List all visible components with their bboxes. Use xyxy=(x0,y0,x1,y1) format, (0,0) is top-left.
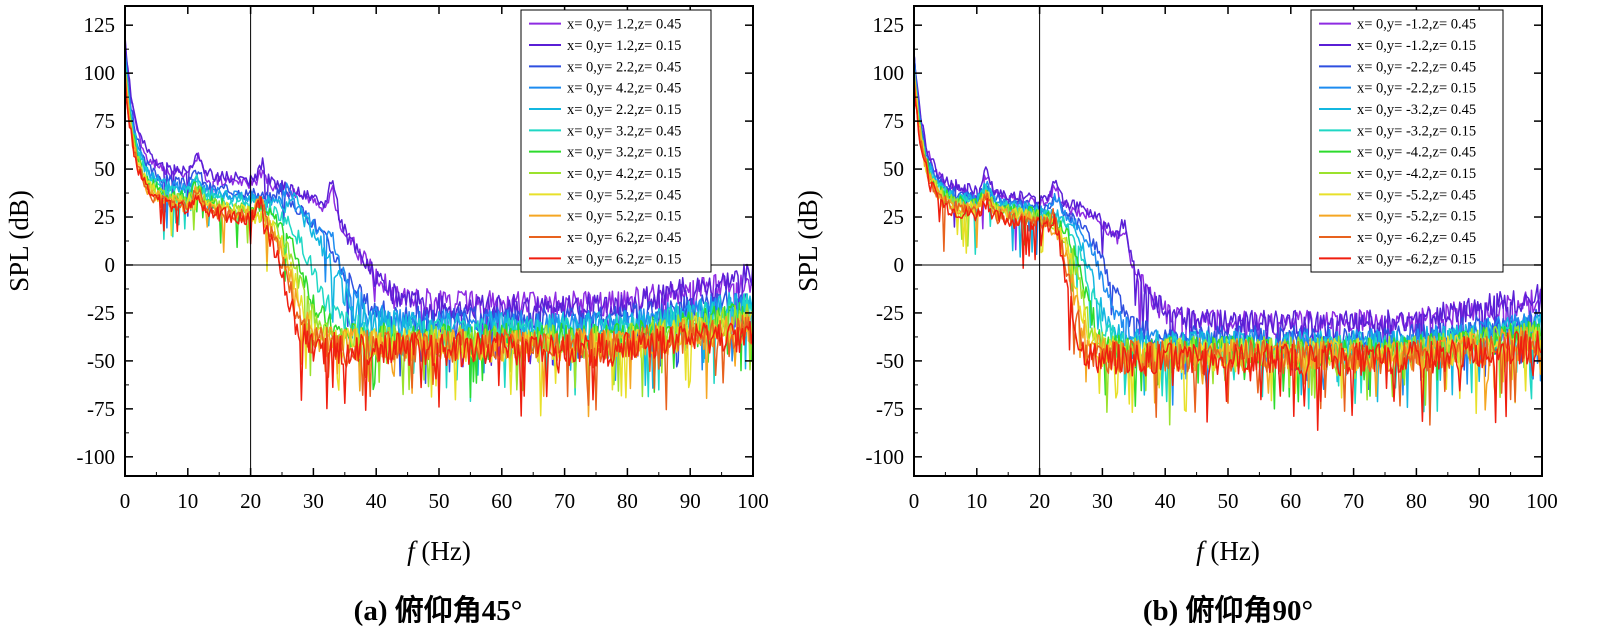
chart-panel-b: 0 10 20 30 40 50 60 70 80 90 100 125 100 75 50 25 0 -25 -5… xyxy=(793,5,1558,627)
x-tick-label: 70 xyxy=(1343,489,1364,513)
legend-entry: x= 0,y= -3.2,z= 0.15 xyxy=(1357,123,1476,139)
series-line-5 xyxy=(125,52,753,389)
chart-panel-a: 0 10 20 30 40 50 60 70 80 90 100 125 100 75 50 25 0 -25 -5… xyxy=(4,5,769,627)
y-tick-label: -25 xyxy=(876,301,904,325)
series-line-11 xyxy=(125,68,753,411)
legend-entry: x= 0,y= 3.2,z= 0.45 xyxy=(567,123,681,139)
series-line-12 xyxy=(125,73,753,417)
y-tick-label: 50 xyxy=(883,157,904,181)
legend-entry: x= 0,y= -4.2,z= 0.15 xyxy=(1357,166,1476,182)
x-tick-label: 90 xyxy=(1469,489,1490,513)
legend-entry: x= 0,y= 2.2,z= 0.15 xyxy=(567,102,681,118)
y-tick-label: -100 xyxy=(77,445,116,469)
x-tick-label: 100 xyxy=(737,489,769,513)
legend-box xyxy=(520,9,712,273)
y-tick-label: 0 xyxy=(894,253,905,277)
legend-entry: x= 0,y= 6.2,z= 0.45 xyxy=(567,230,681,246)
x-axis-title: f (Hz) xyxy=(1196,536,1260,566)
legend-entry: x= 0,y= -5.2,z= 0.15 xyxy=(1357,209,1476,225)
x-tick-label: 10 xyxy=(966,489,987,513)
legend-entry: x= 0,y= 6.2,z= 0.15 xyxy=(567,251,681,267)
y-tick-label: 25 xyxy=(883,205,904,229)
series-group xyxy=(125,36,753,418)
x-tick-label: 60 xyxy=(1280,489,1301,513)
x-tick-label: 0 xyxy=(120,489,131,513)
legend-entry: x= 0,y= 4.2,z= 0.45 xyxy=(567,81,681,97)
y-axis-title: SPL (dB) xyxy=(4,190,34,292)
y-tick-label: 50 xyxy=(94,157,115,181)
series-line-4 xyxy=(125,58,753,382)
legend-entry: x= 0,y= -3.2,z= 0.45 xyxy=(1357,102,1476,118)
y-axis-title: SPL (dB) xyxy=(793,190,823,292)
y-tick-label: -75 xyxy=(876,397,904,421)
panel-caption: (a) 俯仰角45° xyxy=(354,593,523,627)
x-tick-label: 60 xyxy=(491,489,512,513)
x-tick-label: 80 xyxy=(617,489,638,513)
x-tick-label: 50 xyxy=(1218,489,1239,513)
y-tick-label: 100 xyxy=(84,61,116,85)
legend-entry: x= 0,y= -6.2,z= 0.15 xyxy=(1357,251,1476,267)
legend: x= 0,y= -1.2,z= 0.45 x= 0,y= -1.2,z= 0.15… xyxy=(1310,9,1504,273)
y-tick-label: -100 xyxy=(866,445,905,469)
x-tick-label: 100 xyxy=(1526,489,1558,513)
legend-entry: x= 0,y= 5.2,z= 0.15 xyxy=(567,209,681,225)
y-tick-label: -50 xyxy=(87,349,115,373)
x-tick-label: 90 xyxy=(680,489,701,513)
x-tick-label: 70 xyxy=(554,489,575,513)
legend-entry: x= 0,y= 1.2,z= 0.45 xyxy=(567,17,681,33)
series-line-12 xyxy=(914,79,1542,431)
legend-entry: x= 0,y= -2.2,z= 0.45 xyxy=(1357,59,1476,75)
legend-entry: x= 0,y= 1.2,z= 0.15 xyxy=(567,38,681,54)
x-tick-label: 10 xyxy=(177,489,198,513)
y-tick-label: 75 xyxy=(94,109,115,133)
legend-entry: x= 0,y= -4.2,z= 0.45 xyxy=(1357,145,1476,161)
x-tick-label: 40 xyxy=(1155,489,1176,513)
series-line-3 xyxy=(914,52,1542,391)
series-line-6 xyxy=(125,58,753,403)
y-tick-label: 125 xyxy=(84,13,116,37)
legend-entry: x= 0,y= -6.2,z= 0.45 xyxy=(1357,230,1476,246)
legend-box xyxy=(1310,9,1504,273)
legend: x= 0,y= 1.2,z= 0.45 x= 0,y= 1.2,z= 0.15 x=… xyxy=(520,9,712,273)
legend-entry: x= 0,y= -2.2,z= 0.15 xyxy=(1357,81,1476,97)
panel-caption: (b) 俯仰角90° xyxy=(1143,593,1313,627)
legend-entry: x= 0,y= -5.2,z= 0.45 xyxy=(1357,187,1476,203)
x-tick-label: 0 xyxy=(909,489,920,513)
x-tick-label: 80 xyxy=(1406,489,1427,513)
legend-entry: x= 0,y= -1.2,z= 0.45 xyxy=(1357,17,1476,33)
legend-entry: x= 0,y= 3.2,z= 0.15 xyxy=(567,145,681,161)
x-tick-label: 20 xyxy=(240,489,261,513)
series-line-9 xyxy=(914,66,1542,415)
x-tick-label: 40 xyxy=(366,489,387,513)
x-tick-label: 30 xyxy=(303,489,324,513)
x-axis-title: f (Hz) xyxy=(407,536,471,566)
y-tick-label: 75 xyxy=(883,109,904,133)
x-tick-label: 30 xyxy=(1092,489,1113,513)
series-group xyxy=(914,52,1542,431)
y-tick-label: -75 xyxy=(87,397,115,421)
y-tick-label: 125 xyxy=(873,13,905,37)
x-tick-label: 50 xyxy=(429,489,450,513)
y-tick-label: -25 xyxy=(87,301,115,325)
y-tick-label: 0 xyxy=(105,253,116,277)
y-tick-label: 25 xyxy=(94,205,115,229)
legend-entry: x= 0,y= 2.2,z= 0.45 xyxy=(567,59,681,75)
x-tick-label: 20 xyxy=(1029,489,1050,513)
legend-entry: x= 0,y= 4.2,z= 0.15 xyxy=(567,166,681,182)
legend-entry: x= 0,y= 5.2,z= 0.45 xyxy=(567,187,681,203)
legend-entry: x= 0,y= -1.2,z= 0.15 xyxy=(1357,38,1476,54)
y-tick-label: 100 xyxy=(873,61,905,85)
y-tick-label: -50 xyxy=(876,349,904,373)
